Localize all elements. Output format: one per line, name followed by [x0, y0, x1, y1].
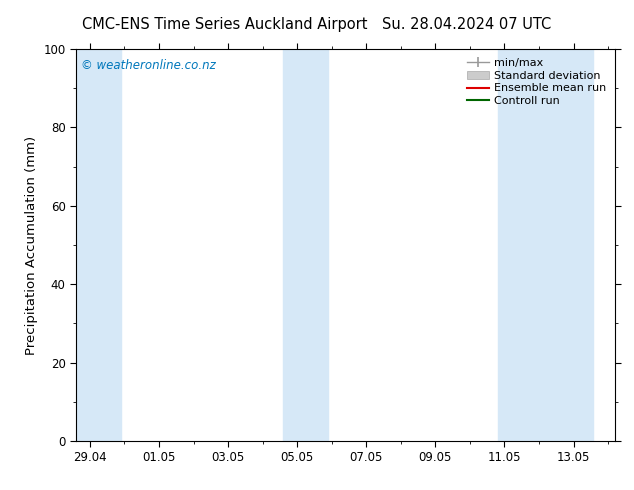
Legend: min/max, Standard deviation, Ensemble mean run, Controll run: min/max, Standard deviation, Ensemble me…: [464, 54, 609, 110]
Text: CMC-ENS Time Series Auckland Airport: CMC-ENS Time Series Auckland Airport: [82, 17, 368, 32]
Bar: [498, 49, 593, 441]
Y-axis label: Precipitation Accumulation (mm): Precipitation Accumulation (mm): [25, 135, 38, 355]
Bar: [76, 49, 121, 441]
Bar: [283, 49, 328, 441]
Text: Su. 28.04.2024 07 UTC: Su. 28.04.2024 07 UTC: [382, 17, 552, 32]
Text: © weatheronline.co.nz: © weatheronline.co.nz: [81, 59, 216, 72]
